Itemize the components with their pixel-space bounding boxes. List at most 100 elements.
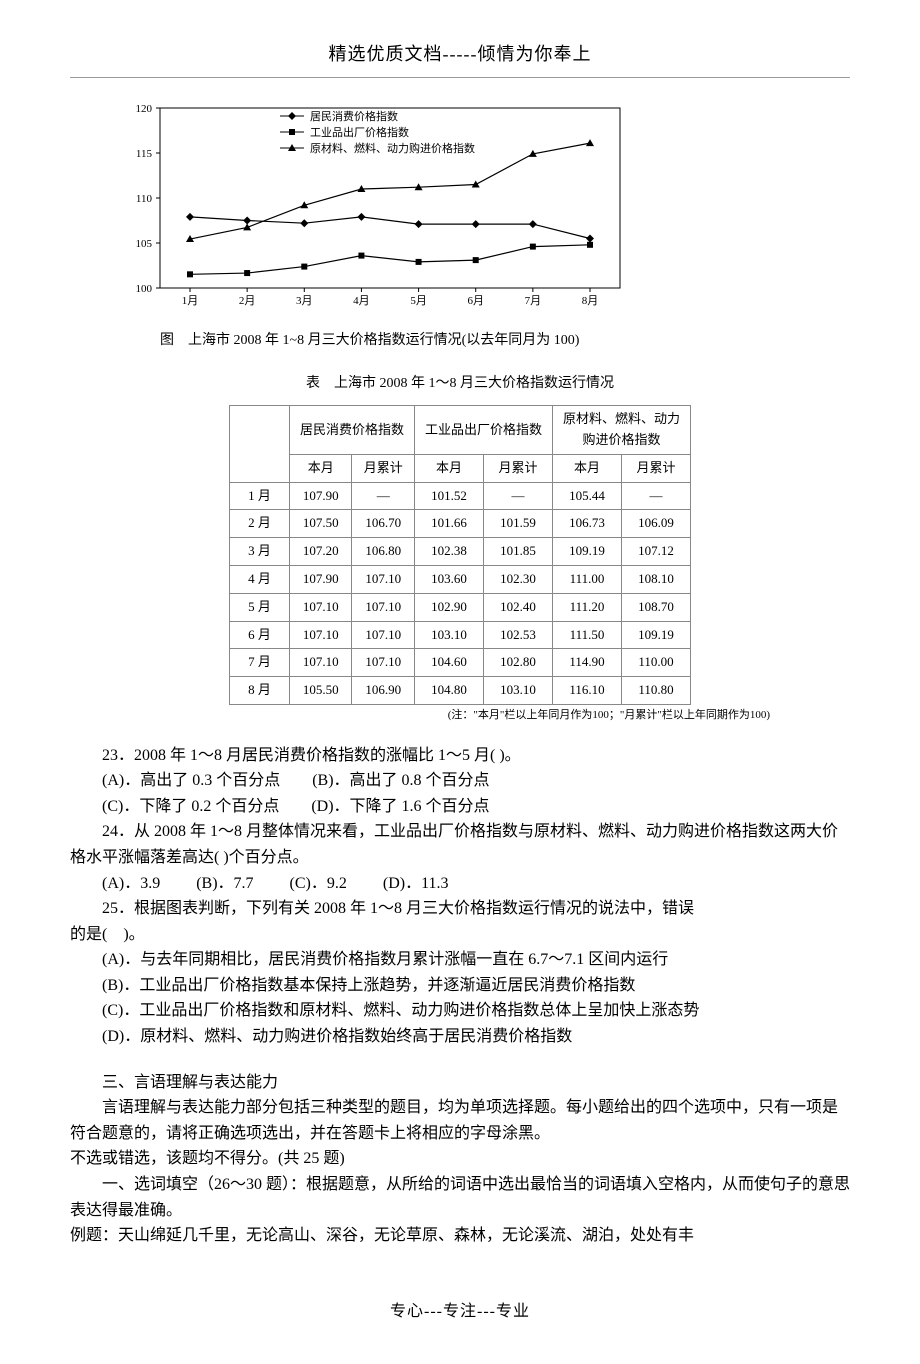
question-24: 24．从 2008 年 1～8 月整体情况来看，工业品出厂价格指数与原材料、燃料… [70,819,850,896]
svg-text:6月: 6月 [467,295,484,307]
section3-intro-1: 言语理解与表达能力部分包括三种类型的题目，均为单项选择题。每小题给出的四个选项中… [70,1095,850,1146]
q25-opt-d: (D)．原材料、燃料、动力购进价格指数始终高于居民消费价格指数 [70,1024,850,1050]
header-divider [70,77,850,78]
table-cell: 107.90 [289,565,351,593]
table-row: 3 月107.20106.80102.38101.85109.19107.12 [229,538,690,566]
table-cell: 2 月 [229,510,289,538]
table-cell: 102.90 [414,593,483,621]
table-cell: 4 月 [229,565,289,593]
table-sub-header: 本月 [289,454,351,482]
table-cell: 107.90 [289,482,351,510]
svg-text:1月: 1月 [182,295,199,307]
table-sub-header: 月累计 [483,454,552,482]
table-sub-header: 本月 [553,454,622,482]
table-cell: — [483,482,552,510]
table-cell: 1 月 [229,482,289,510]
q23-stem: 23．2008 年 1～8 月居民消费价格指数的涨幅比 1～5 月( )。 [70,743,850,769]
table-cell: 101.52 [414,482,483,510]
svg-text:100: 100 [136,283,153,295]
table-row: 7 月107.10107.10104.60102.80114.90110.00 [229,649,690,677]
svg-text:居民消费价格指数: 居民消费价格指数 [310,109,398,123]
section3-example: 例题：天山绵延几千里，无论高山、深谷，无论草原、森林，无论溪流、湖泊，处处有丰 [70,1223,850,1249]
table-cell: 108.10 [621,565,690,593]
table-corner [229,406,289,482]
q25-stem-2: 的是( )。 [70,922,850,948]
table-cell: 107.10 [289,593,351,621]
table-cell: 106.70 [352,510,415,538]
data-table: 居民消费价格指数工业品出厂价格指数原材料、燃料、动力 购进价格指数本月月累计本月… [229,405,691,705]
table-cell: 103.10 [483,677,552,705]
table-cell: 107.10 [289,649,351,677]
table-cell: 3 月 [229,538,289,566]
svg-text:8月: 8月 [582,295,599,307]
q25-stem-1: 25．根据图表判断，下列有关 2008 年 1～8 月三大价格指数运行情况的说法… [70,896,850,922]
svg-text:105: 105 [136,238,153,250]
svg-text:4月: 4月 [353,295,370,307]
table-cell: 116.10 [553,677,622,705]
table-title: 表 上海市 2008 年 1～8 月三大价格指数运行情况 [70,373,850,395]
table-cell: 104.60 [414,649,483,677]
svg-text:7月: 7月 [525,295,542,307]
table-cell: 106.73 [553,510,622,538]
table-cell: 111.00 [553,565,622,593]
table-cell: 5 月 [229,593,289,621]
table-row: 5 月107.10107.10102.90102.40111.20108.70 [229,593,690,621]
svg-text:2月: 2月 [239,295,256,307]
table-cell: 105.44 [553,482,622,510]
svg-text:5月: 5月 [410,295,427,307]
table-cell: 107.10 [352,593,415,621]
table-cell: 107.10 [289,621,351,649]
q25-opt-c: (C)．工业品出厂价格指数和原材料、燃料、动力购进价格指数总体上呈加快上涨态势 [70,998,850,1024]
table-cell: 103.10 [414,621,483,649]
table-cell: 102.38 [414,538,483,566]
table-cell: 111.20 [553,593,622,621]
page-header: 精选优质文档-----倾情为你奉上 [70,40,850,69]
table-cell: — [621,482,690,510]
table-cell: 105.50 [289,677,351,705]
line-chart: 1001051101151201月2月3月4月5月6月7月8月居民消费价格指数工… [110,98,850,353]
table-cell: 106.09 [621,510,690,538]
table-sub-header: 月累计 [621,454,690,482]
table-row: 4 月107.90107.10103.60102.30111.00108.10 [229,565,690,593]
table-cell: 101.59 [483,510,552,538]
table-cell: — [352,482,415,510]
q23-opts-2: (C)．下降了 0.2 个百分点 (D)．下降了 1.6 个百分点 [70,794,850,820]
table-sub-header: 月累计 [352,454,415,482]
chart-svg: 1001051101151201月2月3月4月5月6月7月8月居民消费价格指数工… [110,98,630,318]
question-25: 25．根据图表判断，下列有关 2008 年 1～8 月三大价格指数运行情况的说法… [70,896,850,1050]
table-cell: 108.70 [621,593,690,621]
table-cell: 109.19 [553,538,622,566]
svg-text:工业品出厂价格指数: 工业品出厂价格指数 [310,125,409,139]
section3-intro-2: 不选或错选，该题均不得分。(共 25 题) [70,1146,850,1172]
section3-sub1: 一、选词填空（26～30 题）：根据题意，从所给的词语中选出最恰当的词语填入空格… [70,1172,850,1223]
table-cell: 102.40 [483,593,552,621]
q25-opt-b: (B)．工业品出厂价格指数基本保持上涨趋势，并逐渐逼近居民消费价格指数 [70,973,850,999]
table-cell: 114.90 [553,649,622,677]
table-cell: 101.66 [414,510,483,538]
page-footer: 专心---专注---专业 [70,1299,850,1325]
table-row: 2 月107.50106.70101.66101.59106.73106.09 [229,510,690,538]
svg-text:120: 120 [136,103,153,115]
table-cell: 107.20 [289,538,351,566]
table-cell: 111.50 [553,621,622,649]
table-cell: 107.12 [621,538,690,566]
table-cell: 107.10 [352,565,415,593]
table-cell: 104.80 [414,677,483,705]
table-note: (注："本月"栏以上年同月作为100；"月累计"栏以上年同期作为100) [70,707,770,725]
svg-text:原材料、燃料、动力购进价格指数: 原材料、燃料、动力购进价格指数 [310,141,475,155]
table-row: 8 月105.50106.90104.80103.10116.10110.80 [229,677,690,705]
table-cell: 102.30 [483,565,552,593]
table-cell: 101.85 [483,538,552,566]
table-cell: 106.80 [352,538,415,566]
table-cell: 107.10 [352,621,415,649]
q24-opts: (A)．3.9 (B)．7.7 (C)．9.2 (D)．11.3 [70,871,850,897]
table-sub-header: 本月 [414,454,483,482]
table-row: 1 月107.90—101.52—105.44— [229,482,690,510]
table-cell: 102.53 [483,621,552,649]
section3-title: 三、言语理解与表达能力 [70,1070,850,1096]
table-group-header: 工业品出厂价格指数 [414,406,552,455]
q25-opt-a: (A)．与去年同期相比，居民消费价格指数月累计涨幅一直在 6.7～7.1 区间内… [70,947,850,973]
table-cell: 7 月 [229,649,289,677]
table-cell: 109.19 [621,621,690,649]
table-group-header: 原材料、燃料、动力 购进价格指数 [553,406,691,455]
